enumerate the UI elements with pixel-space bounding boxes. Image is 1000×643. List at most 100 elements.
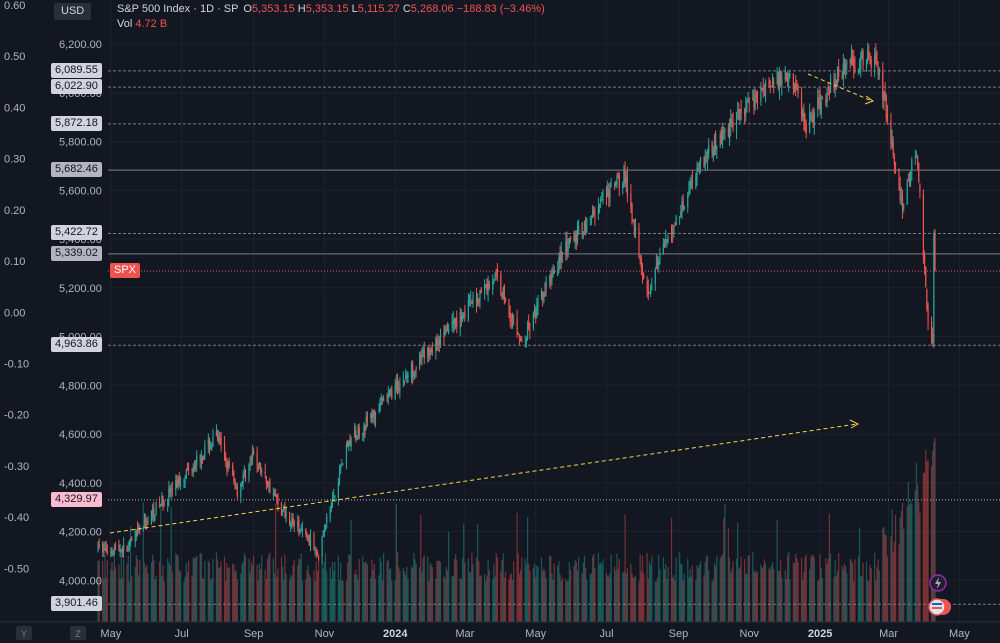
candle-body [925, 266, 927, 287]
candle-body [475, 296, 478, 304]
price-level-label[interactable]: 4,329.97 [51, 491, 102, 507]
legend-volume[interactable]: Vol 4.72 B [117, 18, 167, 30]
volume-bar [269, 552, 271, 622]
candle-body [870, 60, 872, 68]
price-level-label[interactable]: 5,682.46 [51, 162, 102, 178]
volume-bar [112, 571, 114, 622]
price-level-label[interactable]: 6,089.55 [51, 62, 102, 78]
candle-body [186, 468, 189, 470]
candle-body [250, 459, 252, 461]
volume-bar [802, 580, 804, 622]
price-level-label[interactable]: 6,022.90 [51, 79, 102, 95]
candle-body [874, 55, 876, 67]
volume-bar [194, 557, 197, 622]
candle-body [251, 451, 254, 460]
currency-button[interactable]: USD [54, 3, 92, 20]
candle-body [122, 543, 125, 552]
candle-body [200, 457, 202, 463]
price-level-label[interactable]: 5,422.72 [51, 225, 102, 241]
volume-bar [614, 566, 616, 622]
candle-body [842, 63, 844, 80]
volume-bar [468, 572, 471, 622]
left-axis-tick: 0.10 [4, 256, 25, 268]
candle-body [356, 435, 358, 439]
price-axis-tick: 4,600.00 [59, 429, 102, 441]
volume-bar [496, 557, 498, 622]
candle-body [812, 115, 814, 123]
candle-body [589, 218, 591, 220]
volume-bar [804, 557, 806, 622]
candle-body [315, 552, 317, 554]
volume-bar [776, 519, 778, 622]
price-level-label[interactable]: 5,872.18 [51, 115, 102, 131]
price-level-label[interactable]: 5,339.02 [51, 245, 102, 261]
candle-body [192, 468, 194, 473]
candle-body [503, 285, 505, 301]
candle-body [892, 142, 894, 155]
volume-bar [364, 562, 366, 622]
volume-bar [914, 490, 916, 622]
candle-body [324, 524, 327, 529]
candle-body [591, 209, 594, 218]
candle-body [235, 485, 237, 487]
volume-bar [882, 528, 884, 622]
volume-bar [357, 579, 359, 622]
volume-bar [407, 578, 409, 622]
candle-body [597, 206, 599, 215]
candle-body [233, 472, 235, 481]
volume-bar [690, 576, 692, 622]
price-axis[interactable]: 6,200.006,000.005,800.005,600.005,400.00… [59, 39, 102, 587]
candle-body [623, 168, 625, 183]
candle-body [191, 468, 193, 472]
candle-body [728, 127, 731, 140]
volume-bar [841, 566, 843, 622]
candle-body [345, 444, 348, 463]
price-level-label[interactable]: 4,963.86 [51, 337, 102, 353]
price-axis-tick: 6,200.00 [59, 39, 102, 51]
candle-body [459, 311, 461, 329]
volume-bar [792, 562, 794, 622]
legend-symbol[interactable]: S&P 500 Index · 1D · SP O5,353.15 H5,353… [117, 3, 545, 15]
candle-body [128, 540, 130, 548]
volume-bar [521, 557, 523, 622]
time-axis[interactable]: May Jul Sep Nov 2024 Mar May Jul Sep Nov 2025 Mar Ma… [0, 621, 1000, 643]
left-axis-tick: 0.20 [4, 205, 25, 217]
volume-bar [810, 557, 812, 622]
volume-bar [223, 556, 226, 622]
candle-body [340, 467, 342, 470]
time-axis-label: Mar [879, 628, 898, 640]
candle-body [477, 297, 479, 302]
candle-body [703, 160, 705, 166]
candle-body [532, 312, 534, 328]
price-axis-tick: 4,000.00 [59, 575, 102, 587]
candle-body [347, 442, 349, 446]
candle-body [545, 281, 547, 289]
candle-body [154, 515, 156, 521]
volume-bar [911, 503, 913, 622]
candle-body [227, 461, 229, 469]
candle-body [333, 495, 335, 497]
volume-bar [549, 555, 551, 622]
candle-body [153, 507, 155, 519]
volume-bar [323, 561, 326, 622]
candle-body [168, 488, 170, 501]
candle-body [568, 238, 570, 246]
candle-body [549, 276, 551, 279]
volume-bar [277, 568, 279, 622]
axis-corner-y-bg [16, 626, 32, 640]
event-markers[interactable] [928, 574, 951, 616]
candle-body [711, 141, 713, 153]
candle-body [624, 169, 626, 184]
candle-body [203, 455, 205, 460]
left-axis-tick: 0.00 [4, 307, 25, 319]
volume-bar [583, 555, 586, 622]
candle-body [834, 78, 836, 89]
volume-bar [886, 556, 889, 622]
candle-body [740, 108, 742, 113]
trend-line-drawings[interactable] [109, 73, 875, 534]
volume-bar [152, 554, 154, 622]
candle-body [655, 262, 658, 269]
price-level-label[interactable]: 3,901.46 [51, 596, 102, 612]
last-price-label[interactable]: SPX [110, 263, 141, 279]
